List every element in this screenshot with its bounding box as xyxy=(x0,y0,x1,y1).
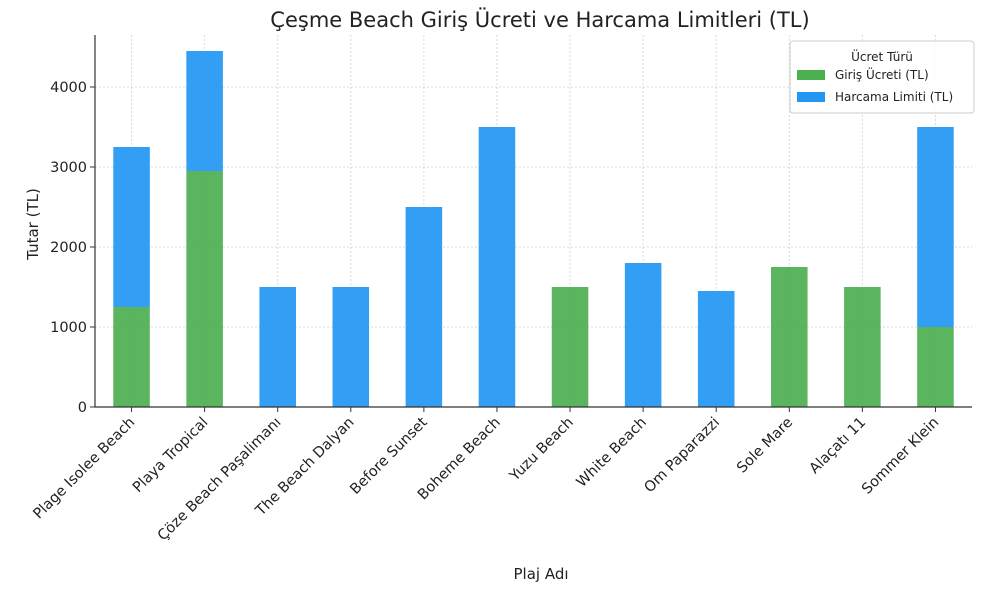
x-tick-label: Yuzu Beach xyxy=(506,415,577,486)
axes xyxy=(94,35,972,408)
x-tick-label: White Beach xyxy=(574,415,650,491)
bar-entry-fee xyxy=(113,307,150,407)
y-ticks: 0 1000 2000 3000 4000 xyxy=(50,80,95,416)
legend-swatch xyxy=(797,70,825,80)
legend-label: Harcama Limiti (TL) xyxy=(835,90,953,104)
x-tick-label: Sommer Klein xyxy=(859,415,942,498)
x-tick-label: Playa Tropical xyxy=(130,415,211,496)
chart-title: Çeşme Beach Giriş Ücreti ve Harcama Limi… xyxy=(270,7,809,32)
x-tick-label: Before Sunset xyxy=(347,414,430,497)
bar-spending-limit xyxy=(186,51,223,171)
y-tick-label: 4000 xyxy=(50,80,87,96)
y-axis-label: Tutar (TL) xyxy=(24,188,42,261)
bar-entry-fee xyxy=(551,287,589,407)
bars xyxy=(113,51,954,407)
legend-label: Giriş Ücreti (TL) xyxy=(835,66,929,82)
bar-entry-fee xyxy=(771,267,808,407)
bar-spending-limit xyxy=(624,263,662,407)
x-axis-label: Plaj Adı xyxy=(513,565,568,583)
bar-spending-limit xyxy=(332,287,370,407)
bar-entry-fee xyxy=(844,287,881,407)
bar-spending-limit xyxy=(259,287,296,407)
bar-spending-limit xyxy=(405,207,443,407)
bar-spending-limit xyxy=(917,127,954,327)
bar-entry-fee xyxy=(186,171,223,407)
x-tick-label: Sole Mare xyxy=(734,414,796,476)
legend-swatch xyxy=(797,92,825,102)
bar-entry-fee xyxy=(917,327,954,407)
y-tick-label: 3000 xyxy=(50,160,87,176)
x-tick-label: Çöze Beach Paşalimanı xyxy=(155,415,285,545)
legend-box xyxy=(789,40,975,114)
x-tick-label: Om Paparazzi xyxy=(641,415,723,497)
legend: Ücret Türü Giriş Ücreti (TL) Harcama Limi… xyxy=(789,40,975,114)
y-tick-label: 2000 xyxy=(50,240,87,256)
legend-title: Ücret Türü xyxy=(851,48,913,64)
bar-spending-limit xyxy=(478,127,516,407)
bar-spending-limit xyxy=(113,147,150,307)
x-tick-label: Alaçatı 11 xyxy=(807,415,870,478)
y-tick-label: 1000 xyxy=(50,320,87,336)
bar-spending-limit xyxy=(697,291,735,407)
y-tick-label: 0 xyxy=(78,400,87,416)
x-tick-label: Plage Isolee Beach xyxy=(31,415,139,523)
